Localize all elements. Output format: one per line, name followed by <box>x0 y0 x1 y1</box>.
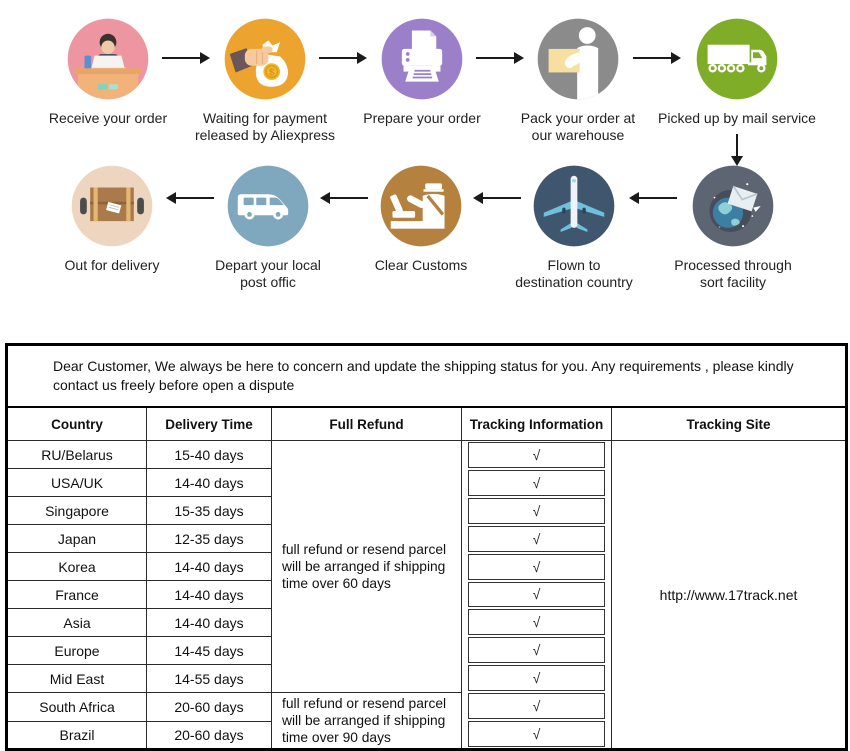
person-with-box-icon <box>536 17 620 101</box>
parcel-cart-icon <box>70 164 154 248</box>
step-clear-customs: Clear Customs <box>331 164 511 274</box>
hand-money-bag-icon: $ <box>223 17 307 101</box>
country-cell: France <box>6 580 147 609</box>
airplane-icon <box>532 164 616 248</box>
step-flown-to-destination: Flown to destination country <box>484 164 664 291</box>
flow-arrow-right-icon <box>319 52 367 64</box>
country-cell: Europe <box>6 636 147 665</box>
delivery-time-cell: 20-60 days <box>146 720 272 750</box>
tracking-check: √ <box>468 609 605 636</box>
country-cell: Mid East <box>6 664 147 693</box>
country-cell: South Africa <box>6 692 147 722</box>
customer-note: Dear Customer, We always be here to conc… <box>5 344 848 408</box>
tracking-site-cell: http://www.17track.net <box>610 440 848 750</box>
flow-arrow-down-icon <box>731 134 743 166</box>
tracking-check-stack: √ √ √ √ √ √ √ √ √ √ √ <box>463 442 611 749</box>
tracking-check: √ <box>468 497 605 524</box>
delivery-time-cell: 14-45 days <box>146 636 272 665</box>
delivery-time-cell: 14-40 days <box>146 580 272 609</box>
step-label: Waiting for payment released by Aliexpre… <box>194 110 336 143</box>
step-label: Depart your local post offic <box>215 257 321 290</box>
header-full-refund: Full Refund <box>271 406 462 441</box>
shipping-flow-diagram: Receive your order $ Waiting fo <box>0 0 850 343</box>
delivery-van-icon <box>226 164 310 248</box>
delivery-time-cell: 14-40 days <box>146 468 272 497</box>
header-tracking-site: Tracking Site <box>610 406 848 441</box>
delivery-time-cell: 12-35 days <box>146 524 272 553</box>
step-receive-order: Receive your order <box>18 17 198 127</box>
refund-policy-cell: full refund or resend parcel will be arr… <box>271 692 462 750</box>
flow-arrow-left-icon <box>320 192 368 204</box>
flow-arrow-right-icon <box>162 52 210 64</box>
table-row: Asia 14-40 days <box>6 608 847 637</box>
table-row: Brazil 20-60 days <box>6 720 847 750</box>
country-cell: Brazil <box>6 720 147 750</box>
svg-text:$: $ <box>269 67 275 78</box>
country-cell: Asia <box>6 608 147 637</box>
delivery-time-cell: 15-40 days <box>146 440 272 469</box>
delivery-time-cell: 15-35 days <box>146 496 272 525</box>
header-tracking-information: Tracking Information <box>461 406 612 441</box>
printer-icon <box>380 17 464 101</box>
delivery-time-cell: 14-55 days <box>146 664 272 693</box>
flow-arrow-left-icon <box>473 192 521 204</box>
customer-note-row: Dear Customer, We always be here to conc… <box>5 344 848 408</box>
delivery-time-cell: 20-60 days <box>146 692 272 722</box>
flow-arrow-right-icon <box>633 52 681 64</box>
step-label: Flown to destination country <box>515 257 633 290</box>
truck-icon <box>695 17 779 101</box>
step-prepare-order: Prepare your order <box>332 17 512 127</box>
header-delivery-time: Delivery Time <box>146 406 272 441</box>
tracking-check: √ <box>468 442 605 468</box>
flow-arrow-left-icon <box>629 192 677 204</box>
globe-mail-icon <box>691 164 775 248</box>
step-label: Processed through sort facility <box>674 257 792 290</box>
step-label: Out for delivery <box>64 257 160 273</box>
customs-officer-icon <box>379 164 463 248</box>
delivery-time-cell: 14-40 days <box>146 608 272 637</box>
flow-arrow-left-icon <box>166 192 214 204</box>
country-cell: Korea <box>6 552 147 581</box>
tracking-check: √ <box>468 637 605 664</box>
shipping-info-table: Dear Customer, We always be here to conc… <box>5 343 849 751</box>
tracking-check: √ <box>468 553 605 580</box>
country-cell: USA/UK <box>6 468 147 497</box>
step-label: Prepare your order <box>363 110 481 126</box>
step-sort-facility: Processed through sort facility <box>643 164 823 291</box>
table-row: South Africa 20-60 days full refund or r… <box>6 692 847 750</box>
step-waiting-payment: $ Waiting for payment released by Aliexp… <box>175 17 355 144</box>
step-label: Picked up by mail service <box>658 110 816 126</box>
step-label: Pack your order at our warehouse <box>520 110 636 143</box>
tracking-check: √ <box>468 665 605 692</box>
table-row: Singapore 15-35 days <box>6 496 847 525</box>
flow-arrow-right-icon <box>476 52 524 64</box>
step-label: Receive your order <box>48 110 168 126</box>
tracking-check: √ <box>468 525 605 552</box>
country-cell: Japan <box>6 524 147 553</box>
delivery-time-cell: 14-40 days <box>146 552 272 581</box>
step-picked-up: Picked up by mail service <box>647 17 827 127</box>
step-label: Clear Customs <box>374 257 468 273</box>
table-row: Europe 14-45 days <box>6 636 847 665</box>
step-depart-post-office: Depart your local post offic <box>178 164 358 291</box>
table-row: France 14-40 days <box>6 580 847 609</box>
step-out-for-delivery: Out for delivery <box>22 164 202 274</box>
tracking-check: √ <box>468 721 605 747</box>
table-header-row: Country Delivery Time Full Refund Tracki… <box>6 406 848 441</box>
tracking-check: √ <box>468 469 605 496</box>
table-row: RU/Belarus 15-40 days full refund or res… <box>6 440 848 750</box>
tracking-check: √ <box>468 693 605 720</box>
country-cell: Singapore <box>6 496 147 525</box>
tracking-column: √ √ √ √ √ √ √ √ √ √ √ <box>461 440 612 750</box>
step-pack-order: Pack your order at our warehouse <box>488 17 668 144</box>
country-cell: RU/Belarus <box>6 440 147 469</box>
table-row: USA/UK 14-40 days <box>6 468 847 497</box>
person-at-desk-icon <box>66 17 150 101</box>
tracking-check: √ <box>468 581 605 608</box>
refund-policy-cell: full refund or resend parcel will be arr… <box>271 440 462 693</box>
header-country: Country <box>6 406 147 441</box>
table-row: Mid East 14-55 days <box>6 664 847 693</box>
